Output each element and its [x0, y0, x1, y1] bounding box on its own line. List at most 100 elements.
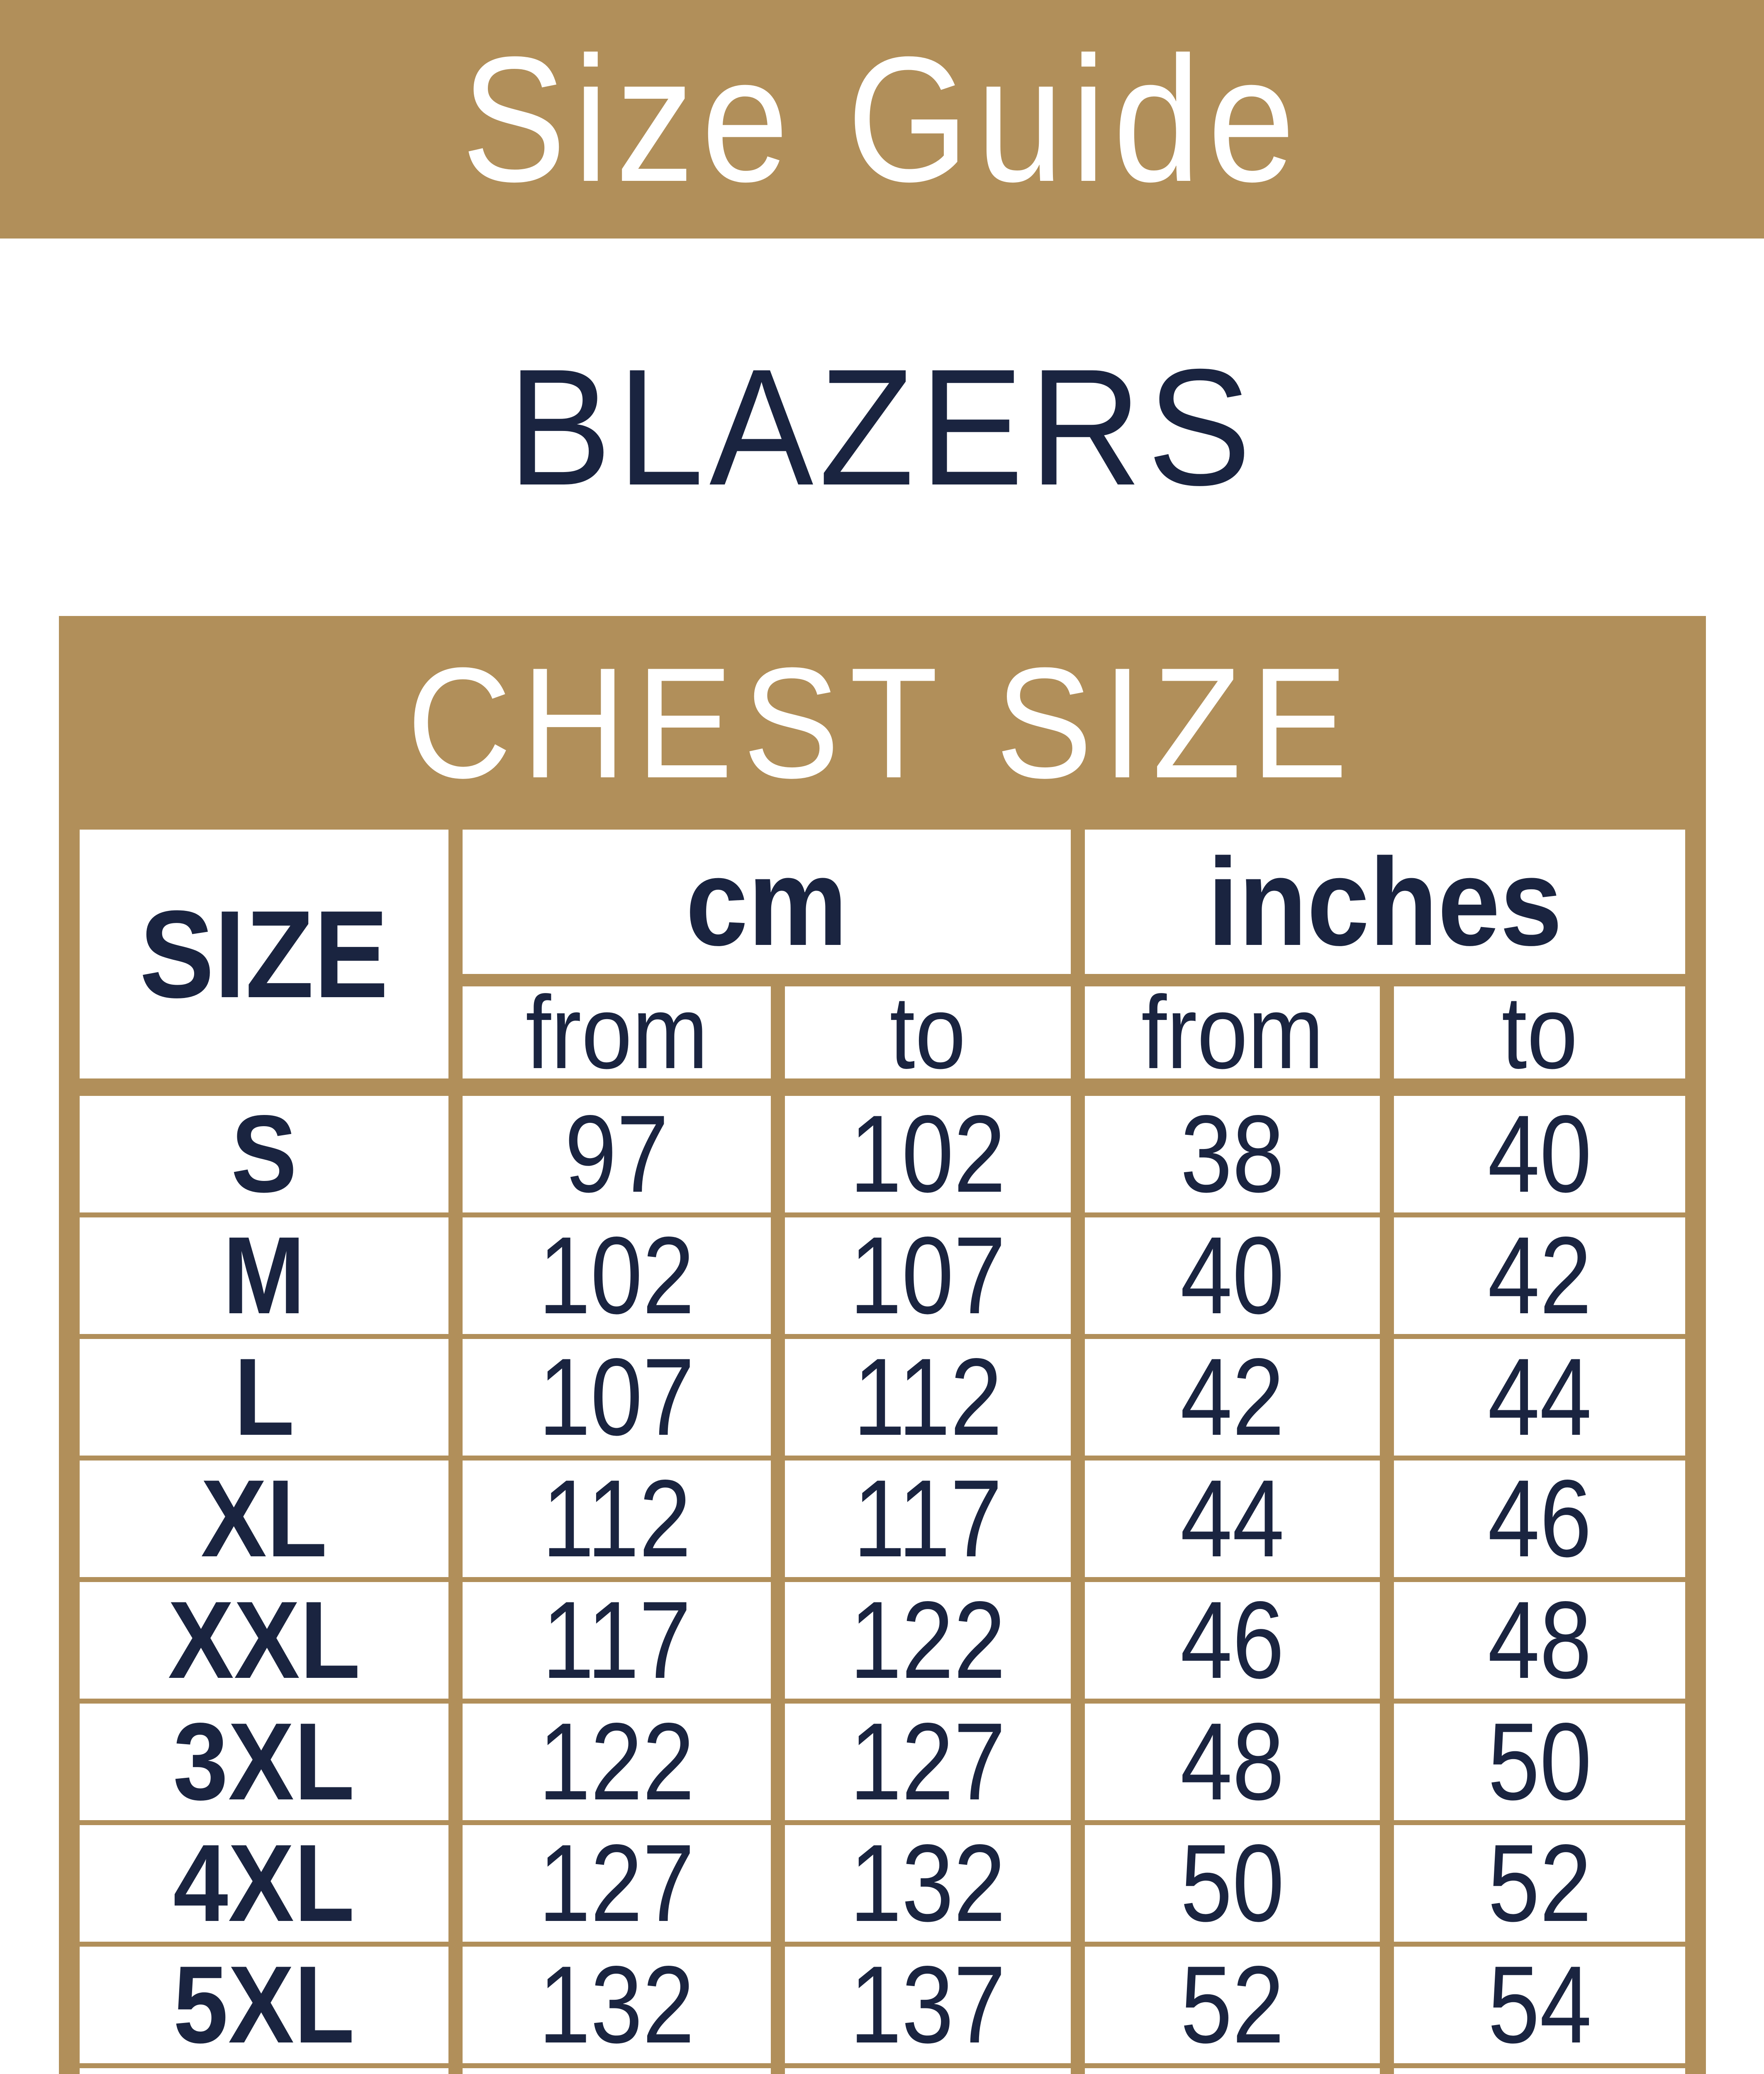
- cell-in-to-3XL-text: 50: [1487, 1704, 1592, 1820]
- row-label-S-text: S: [231, 1096, 297, 1212]
- cell-in-to-M-text: 42: [1487, 1217, 1592, 1334]
- subheader-cm-to-text: to: [889, 986, 966, 1078]
- cell-in-from-S: 38: [1085, 1096, 1380, 1212]
- subheader-inches-to-text: to: [1501, 986, 1578, 1078]
- cell-cm-to-5XL-text: 137: [850, 1947, 1006, 2063]
- category-title: BLAZERS: [507, 334, 1257, 520]
- cell-in-from-XXL-text: 46: [1180, 1582, 1284, 1699]
- cell-cm-to-M: 107: [785, 1217, 1071, 1334]
- table-header-band: CHEST SIZE: [80, 616, 1685, 830]
- cell-in-from-4XL-text: 50: [1180, 1825, 1284, 1942]
- page-title: Size Guide: [461, 19, 1303, 219]
- size-guide-table: CHEST SIZE SIZE cm inches from to from to S 97 10…: [59, 616, 1706, 2074]
- cell-cm-to-S: 102: [785, 1096, 1071, 1212]
- cell-in-from-3XL: 48: [1085, 1704, 1380, 1820]
- row-label-M: M: [80, 1217, 448, 1334]
- cell-cm-from-6XL: 137: [463, 2068, 771, 2074]
- cell-in-to-XXL: 48: [1394, 1582, 1685, 1699]
- column-header-cm: cm: [463, 830, 1071, 974]
- cell-cm-from-5XL-text: 132: [538, 1947, 695, 2063]
- cell-cm-from-XXL-text: 117: [542, 1582, 692, 1699]
- cell-in-from-XL-text: 44: [1180, 1461, 1284, 1577]
- title-banner: Size Guide: [0, 0, 1764, 239]
- cell-in-to-6XL-text: 56: [1488, 2072, 1592, 2074]
- row-label-M-text: M: [223, 1217, 305, 1334]
- cell-cm-to-S-text: 102: [850, 1096, 1006, 1212]
- column-header-size-text: SIZE: [139, 884, 389, 1024]
- cell-in-to-XXL-text: 48: [1487, 1582, 1592, 1699]
- row-label-XL-text: XL: [201, 1461, 327, 1577]
- cell-in-from-6XL-text: 54: [1180, 2072, 1284, 2074]
- cell-in-to-L-text: 44: [1487, 1339, 1592, 1456]
- row-label-3XL: 3XL: [80, 1704, 448, 1820]
- subheader-inches-to: to: [1394, 986, 1685, 1078]
- cell-in-from-5XL-text: 52: [1180, 1947, 1284, 2063]
- cell-in-to-S: 40: [1394, 1096, 1685, 1212]
- cell-in-from-3XL-text: 48: [1180, 1704, 1284, 1820]
- row-label-3XL-text: 3XL: [173, 1704, 355, 1820]
- cell-in-to-L: 44: [1394, 1339, 1685, 1456]
- cell-in-from-XXL: 46: [1085, 1582, 1380, 1699]
- cell-in-from-XL: 44: [1085, 1461, 1380, 1577]
- cell-in-from-L: 42: [1085, 1339, 1380, 1456]
- cell-in-to-XL-text: 46: [1487, 1461, 1592, 1577]
- row-label-4XL: 4XL: [80, 1825, 448, 1942]
- row-label-5XL-text: 5XL: [173, 1947, 355, 2063]
- cell-in-to-4XL: 52: [1394, 1825, 1685, 1942]
- subheader-cm-from: from: [463, 986, 771, 1078]
- row-label-6XL: 6XL: [80, 2068, 448, 2074]
- subheader-inches-from: from: [1085, 986, 1380, 1078]
- row-label-6XL-text: 6XL: [173, 2072, 355, 2074]
- cell-cm-from-S-text: 97: [565, 1096, 669, 1212]
- row-label-S: S: [80, 1096, 448, 1212]
- cell-cm-from-L: 107: [463, 1339, 771, 1456]
- cell-cm-from-S: 97: [463, 1096, 771, 1212]
- cell-cm-to-M-text: 107: [850, 1217, 1006, 1334]
- column-header-cm-text: cm: [685, 832, 848, 971]
- row-label-XXL-text: XXL: [168, 1582, 361, 1699]
- cell-in-from-M-text: 40: [1180, 1217, 1284, 1334]
- cell-cm-to-6XL-text: 142: [850, 2072, 1006, 2074]
- table-grid: SIZE cm inches from to from to S 97 102 38 40 M 102 10…: [80, 830, 1685, 2074]
- cell-cm-to-L-text: 112: [853, 1339, 1003, 1456]
- cell-cm-from-L-text: 107: [538, 1339, 695, 1456]
- cell-cm-from-3XL: 122: [463, 1704, 771, 1820]
- subheader-cm-from-text: from: [525, 986, 708, 1078]
- cell-cm-from-4XL-text: 127: [538, 1825, 695, 1942]
- row-label-XL: XL: [80, 1461, 448, 1577]
- cell-in-from-M: 40: [1085, 1217, 1380, 1334]
- row-label-4XL-text: 4XL: [173, 1825, 355, 1942]
- cell-cm-from-M: 102: [463, 1217, 771, 1334]
- cell-cm-to-6XL: 142: [785, 2068, 1071, 2074]
- cell-in-from-S-text: 38: [1180, 1096, 1284, 1212]
- category-section: BLAZERS: [0, 239, 1764, 616]
- cell-cm-from-4XL: 127: [463, 1825, 771, 1942]
- cell-in-from-6XL: 54: [1085, 2068, 1380, 2074]
- row-label-5XL: 5XL: [80, 1947, 448, 2063]
- cell-in-to-6XL: 56: [1394, 2068, 1685, 2074]
- cell-cm-from-XL-text: 112: [542, 1461, 692, 1577]
- cell-in-to-XL: 46: [1394, 1461, 1685, 1577]
- row-label-L-text: L: [234, 1339, 295, 1456]
- table-header: CHEST SIZE: [407, 634, 1358, 811]
- cell-in-to-4XL-text: 52: [1487, 1825, 1592, 1942]
- cell-cm-from-6XL-text: 137: [539, 2072, 695, 2074]
- cell-in-to-M: 42: [1394, 1217, 1685, 1334]
- row-label-L: L: [80, 1339, 448, 1456]
- cell-cm-to-XXL: 122: [785, 1582, 1071, 1699]
- cell-cm-to-XL: 117: [785, 1461, 1071, 1577]
- cell-cm-to-3XL: 127: [785, 1704, 1071, 1820]
- cell-cm-to-5XL: 137: [785, 1947, 1071, 2063]
- cell-cm-to-XXL-text: 122: [850, 1582, 1006, 1699]
- cell-in-to-S-text: 40: [1487, 1096, 1592, 1212]
- cell-in-to-5XL: 54: [1394, 1947, 1685, 2063]
- column-header-inches: inches: [1085, 830, 1685, 974]
- subheader-inches-from-text: from: [1141, 986, 1324, 1078]
- cell-in-from-5XL: 52: [1085, 1947, 1380, 2063]
- cell-cm-from-5XL: 132: [463, 1947, 771, 2063]
- cell-cm-to-4XL-text: 132: [850, 1825, 1006, 1942]
- cell-in-to-3XL: 50: [1394, 1704, 1685, 1820]
- column-header-size: SIZE: [80, 830, 448, 1078]
- subheader-cm-to: to: [785, 986, 1071, 1078]
